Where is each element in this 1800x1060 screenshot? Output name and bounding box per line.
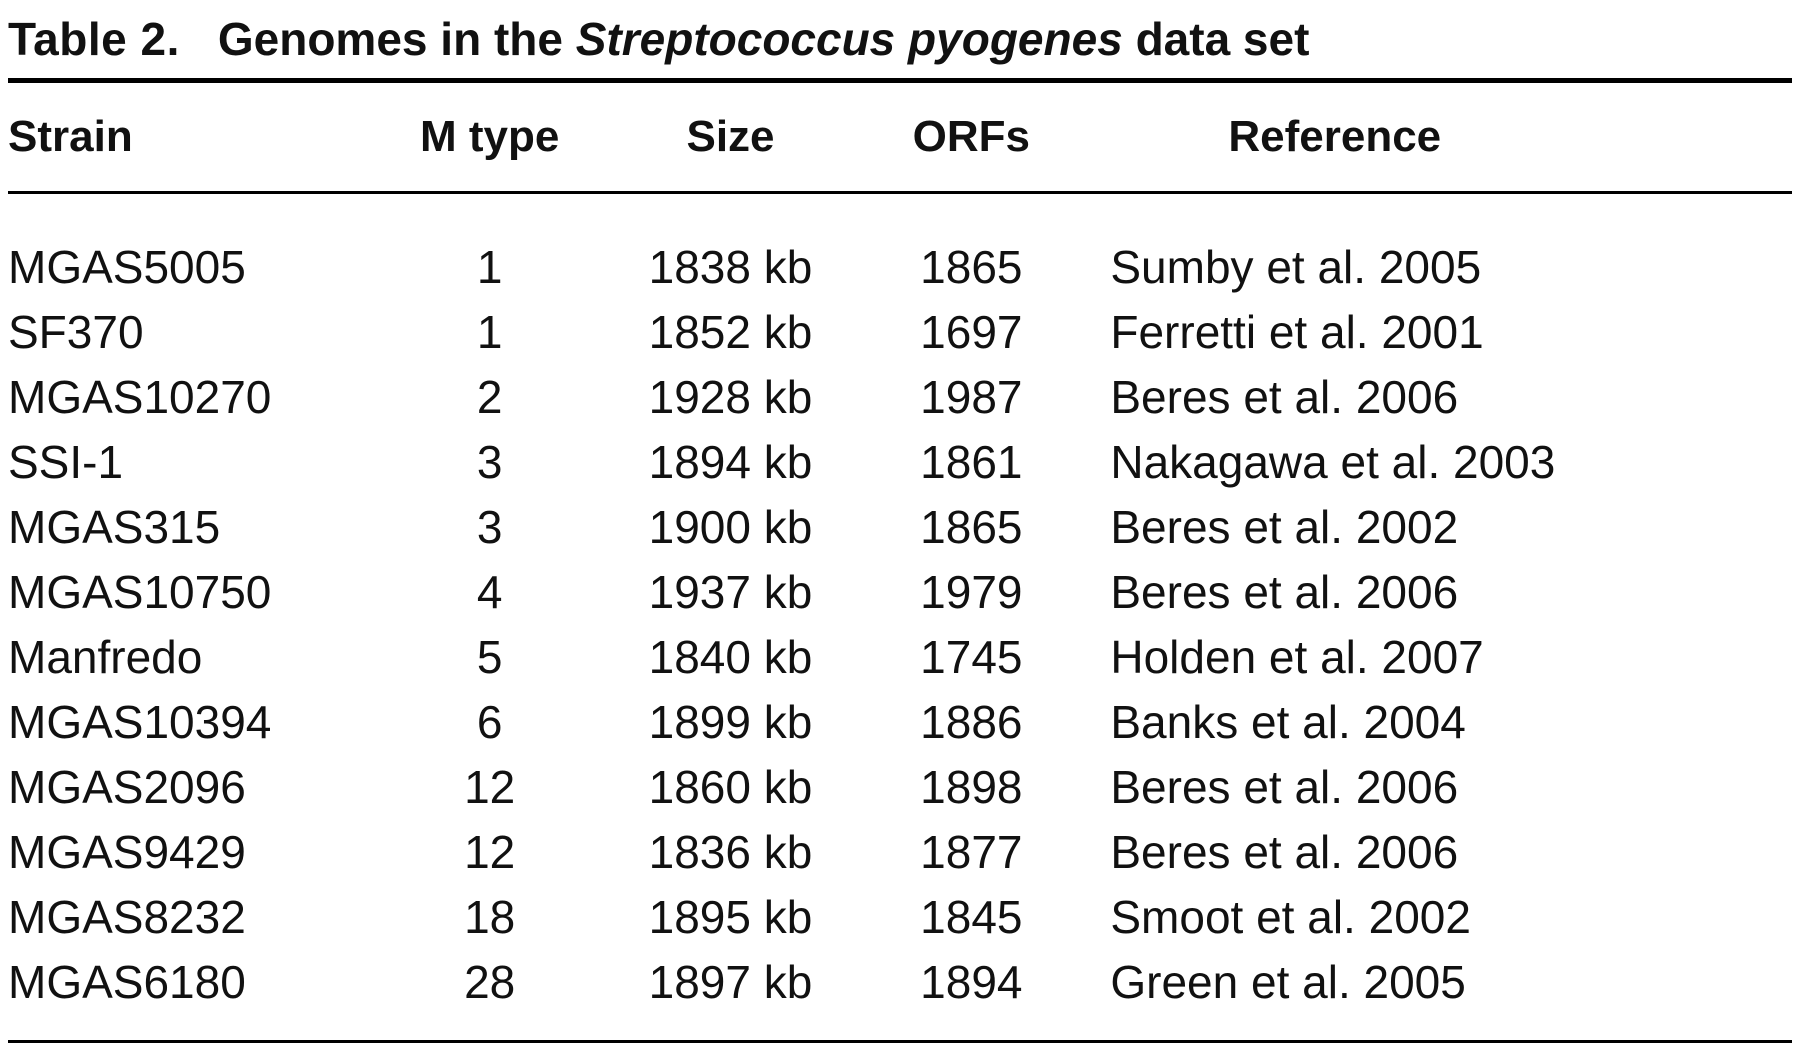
cell-strain: MGAS10394 [8, 695, 272, 748]
cell-reference: Beres et al. 2006 [1110, 370, 1459, 423]
table-row: MGAS10394 6 1899 kb 1886 Banks et al. 2004 [8, 689, 1792, 754]
cell-orfs: 1886 [920, 695, 1023, 748]
cell-reference: Sumby et al. 2005 [1110, 240, 1482, 293]
cell-strain: MGAS10270 [8, 370, 272, 423]
bottom-rule [8, 1040, 1792, 1043]
table-row: MGAS5005 1 1838 kb 1865 Sumby et al. 2005 [8, 193, 1792, 300]
cell-mtype: 6 [476, 695, 503, 748]
cell-reference: Ferretti et al. 2001 [1110, 305, 1484, 358]
table-row: MGAS10270 2 1928 kb 1987 Beres et al. 2006 [8, 364, 1792, 429]
cell-reference: Beres et al. 2006 [1110, 825, 1459, 878]
cell-strain: MGAS9429 [8, 825, 246, 878]
cell-strain: MGAS10750 [8, 565, 272, 618]
cell-reference: Beres et al. 2006 [1110, 760, 1459, 813]
cell-orfs: 1865 [920, 240, 1023, 293]
cell-size: 1937 kb [648, 565, 813, 618]
cell-reference: Green et al. 2005 [1110, 955, 1466, 1008]
cell-size: 1928 kb [648, 370, 813, 423]
table-number: Table 2. [8, 13, 180, 65]
table-body: MGAS5005 1 1838 kb 1865 Sumby et al. 2005 SF3… [8, 193, 1792, 1015]
table-row: Manfredo 5 1840 kb 1745 Holden et al. 2007 [8, 624, 1792, 689]
cell-size: 1860 kb [648, 760, 813, 813]
table-title-before-italic: Genomes in the [217, 13, 563, 65]
cell-strain: MGAS6180 [8, 955, 246, 1008]
cell-size: 1840 kb [648, 630, 813, 683]
cell-strain: MGAS2096 [8, 760, 246, 813]
cell-mtype: 4 [476, 565, 503, 618]
cell-size: 1897 kb [648, 955, 813, 1008]
cell-mtype: 1 [476, 305, 503, 358]
cell-orfs: 1877 [920, 825, 1023, 878]
header-row: Strain M type Size ORFs Reference [8, 83, 1792, 194]
column-header-strain: Strain [8, 83, 383, 194]
table-row: SF370 1 1852 kb 1697 Ferretti et al. 2001 [8, 299, 1792, 364]
cell-size: 1900 kb [648, 500, 813, 553]
cell-mtype: 12 [464, 825, 516, 878]
table-row: MGAS10750 4 1937 kb 1979 Beres et al. 2006 [8, 559, 1792, 624]
cell-orfs: 1894 [920, 955, 1023, 1008]
cell-strain: MGAS315 [8, 500, 221, 553]
column-header-mtype: M type [382, 83, 597, 194]
column-header-orfs: ORFs [864, 83, 1079, 194]
table-row: MGAS315 3 1900 kb 1865 Beres et al. 2002 [8, 494, 1792, 559]
table-caption: Table 2. Genomes in the Streptococcus pyo… [8, 0, 1792, 78]
cell-size: 1852 kb [648, 305, 813, 358]
cell-strain: MGAS5005 [8, 240, 246, 293]
top-rule [8, 78, 1792, 83]
cell-size: 1838 kb [648, 240, 813, 293]
cell-reference: Smoot et al. 2002 [1110, 890, 1471, 943]
table-header: Strain M type Size ORFs Reference [8, 83, 1792, 194]
cell-orfs: 1865 [920, 500, 1023, 553]
cell-strain: SF370 [8, 305, 144, 358]
cell-size: 1895 kb [648, 890, 813, 943]
cell-orfs: 1979 [920, 565, 1023, 618]
cell-size: 1836 kb [648, 825, 813, 878]
cell-orfs: 1898 [920, 760, 1023, 813]
cell-size: 1899 kb [648, 695, 813, 748]
table-row: MGAS9429 12 1836 kb 1877 Beres et al. 2006 [8, 819, 1792, 884]
cell-mtype: 5 [476, 630, 503, 683]
cell-reference: Holden et al. 2007 [1110, 630, 1484, 683]
table-row: SSI-1 3 1894 kb 1861 Nakagawa et al. 2003 [8, 429, 1792, 494]
genomes-table: Strain M type Size ORFs Reference MGAS50… [8, 83, 1792, 1014]
table-row: MGAS2096 12 1860 kb 1898 Beres et al. 2006 [8, 754, 1792, 819]
cell-reference: Banks et al. 2004 [1110, 695, 1466, 748]
table-title-species-italic: Streptococcus pyogenes [575, 13, 1123, 65]
cell-orfs: 1845 [920, 890, 1023, 943]
cell-mtype: 3 [476, 435, 503, 488]
table-title-after-italic: data set [1135, 13, 1310, 65]
cell-strain: MGAS8232 [8, 890, 246, 943]
column-header-reference: Reference [1078, 83, 1792, 194]
table-row: MGAS8232 18 1895 kb 1845 Smoot et al. 2002 [8, 884, 1792, 949]
cell-mtype: 18 [464, 890, 516, 943]
cell-mtype: 3 [476, 500, 503, 553]
cell-strain: SSI-1 [8, 435, 124, 488]
cell-orfs: 1987 [920, 370, 1023, 423]
cell-strain: Manfredo [8, 630, 203, 683]
cell-mtype: 28 [464, 955, 516, 1008]
cell-mtype: 12 [464, 760, 516, 813]
table-row: MGAS6180 28 1897 kb 1894 Green et al. 2005 [8, 949, 1792, 1014]
cell-mtype: 1 [476, 240, 503, 293]
cell-size: 1894 kb [648, 435, 813, 488]
cell-orfs: 1745 [920, 630, 1023, 683]
cell-mtype: 2 [476, 370, 503, 423]
cell-reference: Beres et al. 2006 [1110, 565, 1459, 618]
cell-reference: Nakagawa et al. 2003 [1110, 435, 1556, 488]
column-header-size: Size [596, 83, 865, 194]
cell-orfs: 1861 [920, 435, 1023, 488]
cell-reference: Beres et al. 2002 [1110, 500, 1459, 553]
cell-orfs: 1697 [920, 305, 1023, 358]
